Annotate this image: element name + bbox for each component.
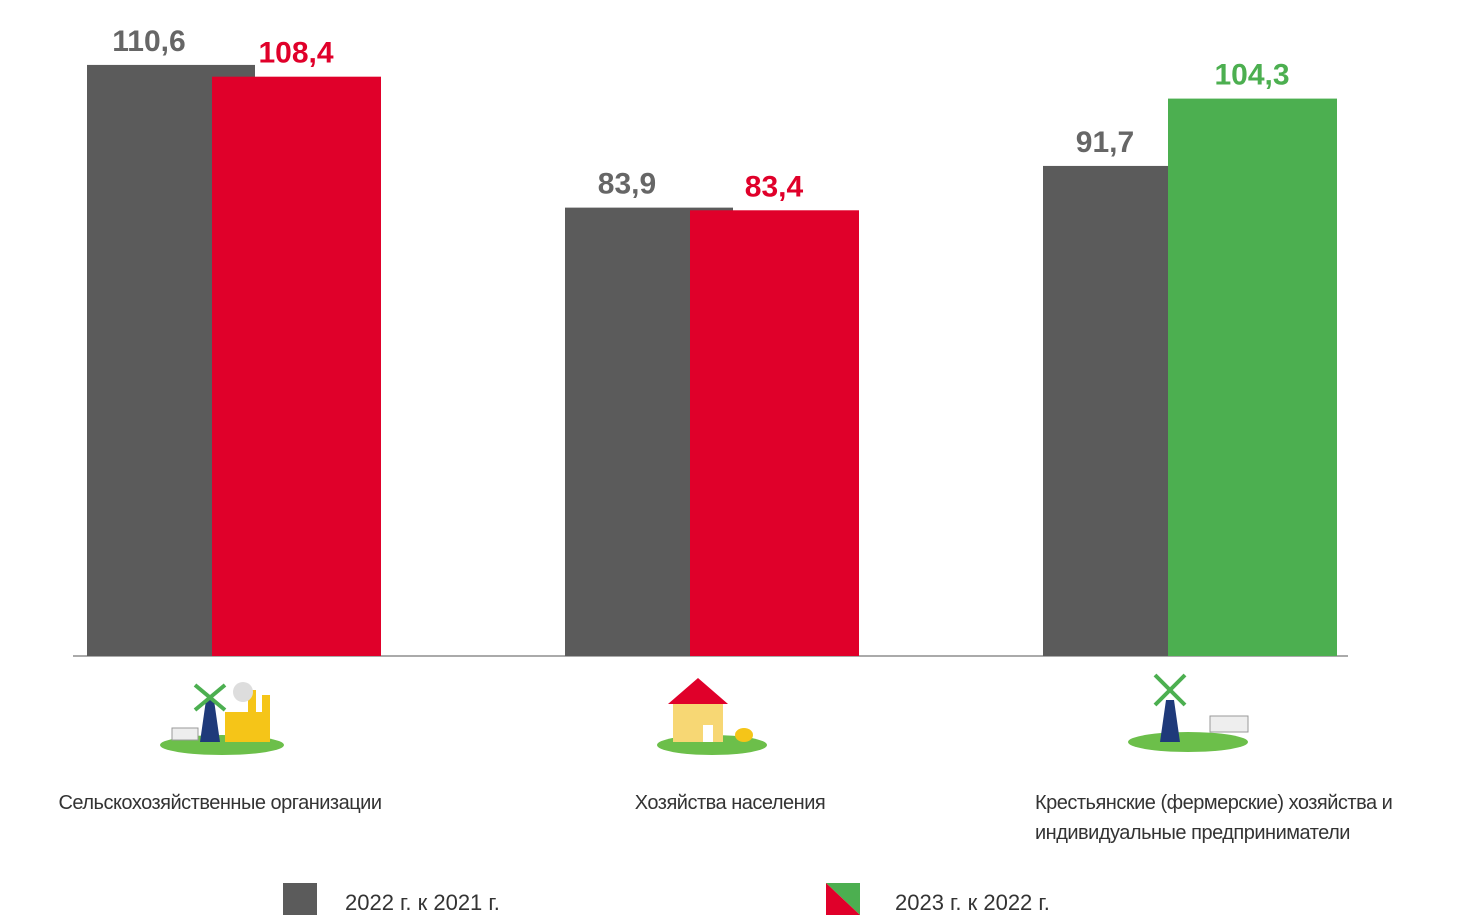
icon-household	[657, 678, 767, 755]
icon-farm-org	[160, 682, 284, 755]
value-label: 83,4	[745, 170, 804, 203]
icon-farmer	[1128, 675, 1248, 752]
category-label: Хозяйства населения	[560, 788, 900, 818]
legend-label: 2023 г. к 2022 г.	[895, 890, 1050, 915]
value-label: 83,9	[598, 168, 656, 201]
page: 2022 г. к 2021 г. 2023 г. к 2022 г. 110,…	[0, 0, 1473, 920]
category-label: Сельскохозяйственные организации	[10, 788, 430, 818]
legend-label: 2022 г. к 2021 г.	[345, 890, 500, 915]
legend-swatch	[283, 883, 317, 915]
bar	[212, 77, 381, 656]
bar	[690, 210, 859, 656]
chart: 2022 г. к 2021 г. 2023 г. к 2022 г. 110,…	[0, 0, 1473, 920]
value-label: 91,7	[1076, 126, 1134, 159]
category-label: Крестьянские (фермерские) хозяйства и ин…	[1035, 788, 1473, 848]
bar	[1168, 99, 1337, 656]
value-label: 110,6	[112, 25, 185, 58]
value-label: 108,4	[258, 37, 333, 70]
value-label: 104,3	[1214, 59, 1289, 92]
